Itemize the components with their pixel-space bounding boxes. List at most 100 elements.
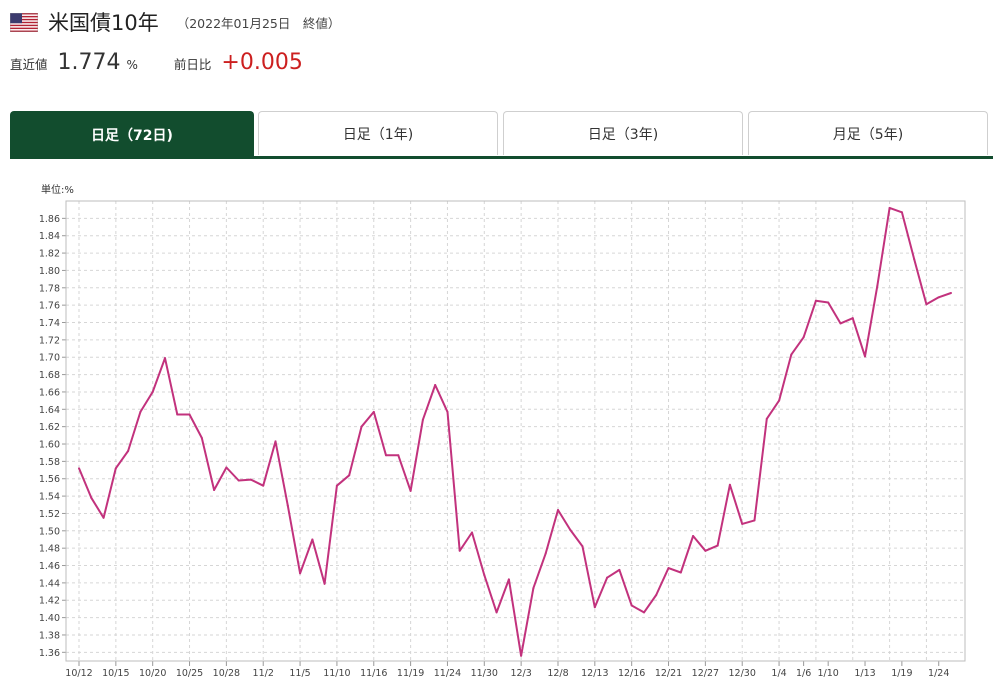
tab-label: 月足（5年) (832, 126, 904, 143)
data-point (851, 317, 854, 320)
data-point (274, 440, 277, 443)
x-tick-label: 12/3 (510, 668, 531, 679)
data-point (593, 606, 596, 609)
current-value-unit: % (126, 58, 138, 72)
y-tick-label: 1.38 (39, 630, 60, 641)
data-point (556, 508, 559, 511)
x-tick-label: 1/6 (796, 668, 811, 679)
y-tick-label: 1.86 (39, 214, 60, 225)
period-tabs: 日足（72日) 日足（1年) 日足（3年) 月足（5年) (10, 111, 993, 159)
y-tick-label: 1.68 (39, 370, 60, 381)
y-tick-label: 1.80 (39, 266, 60, 277)
data-point (139, 410, 142, 413)
x-tick-label: 10/20 (139, 668, 166, 679)
tab-daily-3y[interactable]: 日足（3年) (503, 111, 743, 155)
data-point (151, 390, 154, 393)
data-point (188, 413, 191, 416)
data-point (790, 353, 793, 356)
tab-daily-72d[interactable]: 日足（72日) (10, 111, 254, 157)
data-point (507, 578, 510, 581)
y-tick-label: 1.76 (39, 301, 60, 312)
page-title: 米国債10年 (48, 11, 159, 35)
quote-row: 直近値 1.774 % 前日比 +0.005 (10, 50, 303, 75)
data-point (728, 483, 731, 486)
data-point (299, 572, 302, 575)
data-point (78, 467, 80, 470)
x-tick-label: 10/15 (102, 668, 129, 679)
x-tick-label: 12/16 (618, 668, 645, 679)
data-point (900, 211, 903, 214)
data-point (778, 399, 781, 402)
x-tick-label: 11/30 (471, 668, 498, 679)
y-tick-label: 1.64 (39, 405, 60, 416)
x-tick-label: 10/25 (176, 668, 203, 679)
data-point (950, 292, 952, 294)
us-flag-icon (9, 12, 39, 32)
data-point (458, 549, 461, 552)
data-point (839, 322, 842, 325)
data-point (667, 567, 670, 570)
data-point (692, 535, 695, 538)
data-point (581, 545, 584, 548)
data-point (237, 479, 240, 482)
x-tick-label: 12/21 (655, 668, 682, 679)
data-point (483, 574, 486, 577)
tab-daily-1y[interactable]: 日足（1年) (258, 111, 498, 155)
data-point (544, 552, 547, 555)
data-point (323, 582, 326, 585)
unit-label: 単位:% (41, 183, 74, 196)
y-tick-label: 1.62 (39, 422, 60, 433)
plot-area (65, 200, 966, 662)
y-tick-label: 1.50 (39, 526, 60, 537)
series-layer (78, 206, 952, 657)
tab-label: 日足（1年) (342, 126, 414, 143)
x-tick-label: 11/19 (397, 668, 424, 679)
header: 米国債10年 （2022年01月25日 終値） (9, 8, 340, 36)
y-axis-ticks: 1.36 1.38 1.40 1.42 1.44 1.46 1.48 1.50 1.52 1.54… (39, 214, 66, 659)
data-point (176, 413, 179, 416)
x-tick-label: 12/8 (547, 668, 568, 679)
y-tick-label: 1.84 (39, 231, 60, 242)
tab-label: 日足（3年) (587, 126, 659, 143)
data-point (114, 467, 117, 470)
x-axis-ticks: 10/12 10/15 10/20 10/25 10/28 11/2 11/5 11/10 11… (65, 661, 949, 679)
y-tick-label: 1.44 (39, 578, 60, 589)
x-tick-label: 12/13 (581, 668, 608, 679)
y-tick-label: 1.66 (39, 387, 60, 398)
data-point (888, 206, 891, 209)
change-value: +0.005 (221, 50, 303, 75)
x-tick-label: 1/24 (928, 668, 949, 679)
data-point (434, 384, 437, 386)
data-point (409, 489, 412, 492)
x-tick-label: 10/28 (213, 668, 240, 679)
data-point (421, 418, 424, 421)
data-point (925, 303, 928, 306)
data-point (716, 544, 719, 547)
x-tick-label: 11/16 (360, 668, 387, 679)
data-point (286, 504, 289, 507)
tab-underline (10, 156, 993, 159)
data-point (471, 531, 474, 534)
data-point (372, 410, 375, 413)
data-point (520, 654, 523, 657)
y-tick-label: 1.54 (39, 492, 60, 503)
y-tick-label: 1.42 (39, 596, 60, 607)
chart-grid (66, 201, 965, 661)
data-point (311, 538, 314, 541)
data-point (213, 489, 216, 492)
x-tick-label: 12/27 (692, 668, 719, 679)
data-point (864, 355, 867, 358)
data-point (90, 496, 93, 499)
tab-monthly-5y[interactable]: 月足（5年) (748, 111, 988, 155)
data-point (348, 474, 351, 477)
data-point (249, 478, 252, 481)
data-point (937, 296, 940, 299)
data-point (606, 576, 609, 579)
current-value-label: 直近値 (10, 57, 48, 72)
data-point (360, 425, 363, 428)
tab-label: 日足（72日) (91, 127, 173, 144)
data-point (630, 604, 633, 607)
x-tick-label: 11/5 (289, 668, 310, 679)
data-point (163, 357, 166, 360)
current-value: 1.774 (57, 50, 121, 75)
